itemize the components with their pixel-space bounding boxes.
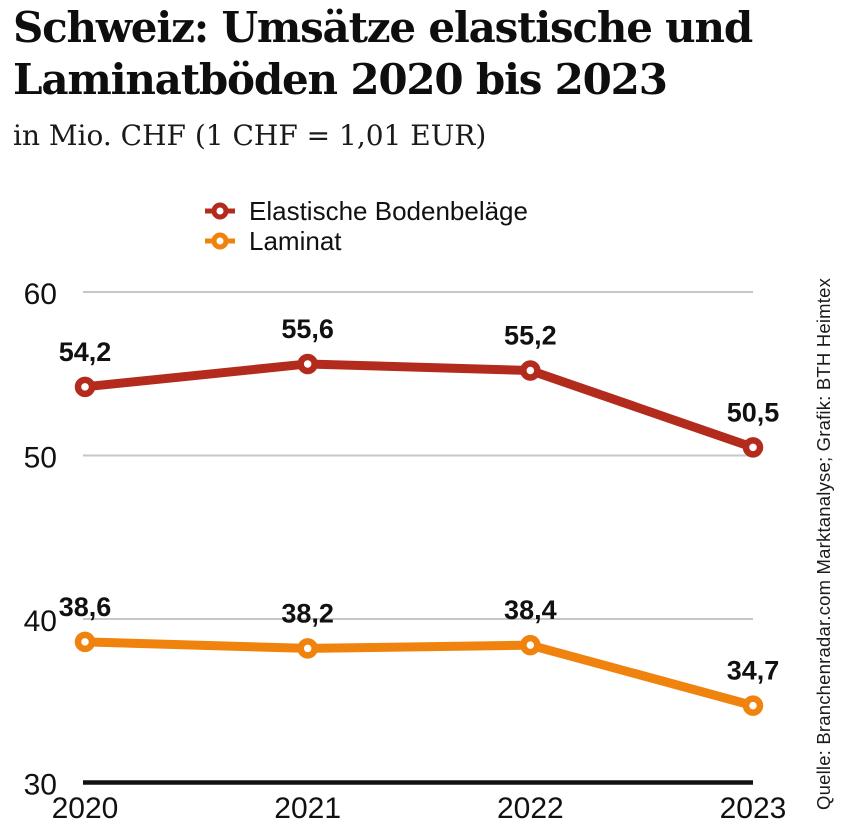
page-title: Schweiz: Umsätze elastische und Laminatb… [13,2,753,106]
y-tick-label: 30 [24,769,57,802]
data-point-marker [520,634,541,656]
y-tick-label: 60 [24,278,57,311]
legend-ring [211,202,229,220]
title-line-2: Laminatböden 2020 bis 2023 [13,55,668,104]
line-marker-icon [205,232,235,250]
x-tick-label: 2022 [497,792,564,825]
data-point-label: 54,2 [59,337,112,367]
x-tick-label: 2021 [274,792,341,825]
title-line-1: Schweiz: Umsätze elastische und [13,3,753,52]
data-point-marker [742,437,764,458]
data-point-label: 55,6 [281,314,334,344]
data-point-label: 38,6 [59,592,112,622]
data-point-label: 38,4 [504,595,557,625]
y-tick-label: 40 [24,605,57,638]
chart-subtitle: in Mio. CHF (1 CHF = 1,01 EUR) [13,119,487,152]
data-point-marker [520,360,541,381]
data-point-marker [297,638,318,659]
legend-label-laminat: Laminat [249,225,342,256]
data-point-label: 50,5 [727,397,780,427]
chart-legend: Elastische Bodenbeläge Laminat [204,196,528,256]
data-point-label: 38,2 [281,598,334,628]
data-point-label: 55,2 [504,320,557,350]
x-tick-label: 2023 [720,792,787,825]
data-point-marker [74,631,96,653]
legend-ring [211,232,229,250]
x-tick-label: 2020 [52,792,119,825]
series-line-laminat [84,637,755,710]
source-credit: Quelle: Branchenradar.com Marktanalyse; … [813,277,834,810]
data-point-marker [297,353,318,375]
data-point-marker [742,695,764,716]
legend-item-laminat: Laminat [204,226,528,256]
legend-label-elastische: Elastische Bodenbeläge [249,195,528,226]
legend-item-elastische: Elastische Bodenbeläge [204,196,528,226]
series-line-elastische-bodenbel-ge [84,359,755,452]
y-tick-label: 50 [24,442,57,475]
data-point-label: 34,7 [727,656,780,686]
line-marker-icon [205,202,235,220]
data-point-marker [74,376,96,398]
